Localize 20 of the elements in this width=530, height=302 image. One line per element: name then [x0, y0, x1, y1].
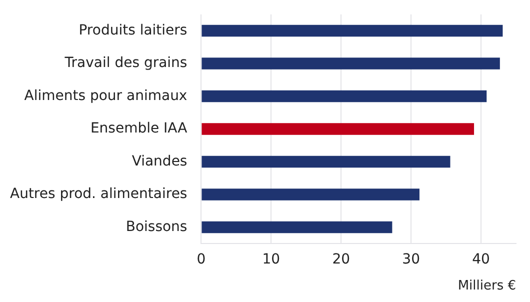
bar: [202, 24, 503, 37]
x-tick-label: 20: [332, 252, 350, 268]
bar: [202, 123, 474, 135]
bar: [202, 90, 487, 102]
bar: [202, 188, 420, 200]
x-tick-label: 10: [262, 252, 280, 268]
bar: [202, 221, 392, 234]
bar: [202, 58, 500, 70]
y-tick-label: Ensemble IAA: [90, 120, 188, 137]
x-tick-label: 40: [472, 252, 490, 268]
x-tick-label: 30: [402, 252, 420, 268]
bar: [202, 156, 450, 168]
y-tick-label: Boissons: [126, 218, 188, 235]
y-tick-label: Viandes: [132, 153, 188, 170]
y-tick-label: Travail des grains: [64, 55, 188, 72]
x-tick-label: 0: [196, 252, 206, 268]
y-tick-label: Autres prod. alimentaires: [10, 186, 188, 202]
x-axis-title: Milliers €: [458, 278, 516, 294]
y-tick-label: Aliments pour animaux: [24, 88, 188, 104]
y-tick-label: Produits laitiers: [78, 22, 188, 38]
